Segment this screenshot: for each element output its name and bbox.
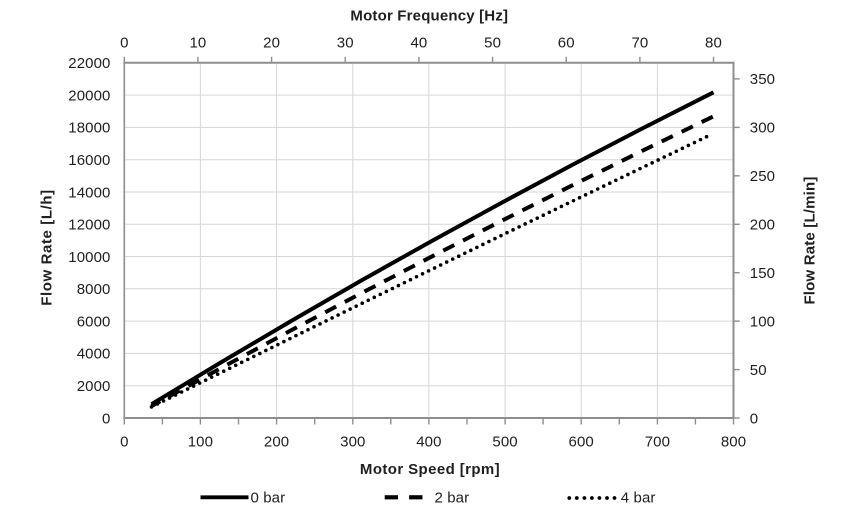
svg-text:10: 10 xyxy=(189,34,206,51)
svg-text:300: 300 xyxy=(340,433,365,450)
svg-text:100: 100 xyxy=(188,433,213,450)
svg-text:150: 150 xyxy=(750,265,775,282)
svg-text:0: 0 xyxy=(120,34,128,51)
svg-text:0: 0 xyxy=(750,410,758,427)
svg-text:16000: 16000 xyxy=(68,152,110,169)
svg-text:4 bar: 4 bar xyxy=(621,490,656,507)
svg-text:2 bar: 2 bar xyxy=(435,490,470,507)
svg-text:18000: 18000 xyxy=(68,120,110,137)
svg-text:Flow Rate [L/min]: Flow Rate [L/min] xyxy=(802,176,819,304)
svg-text:400: 400 xyxy=(416,433,441,450)
svg-text:200: 200 xyxy=(264,433,289,450)
svg-text:14000: 14000 xyxy=(68,184,110,201)
svg-text:600: 600 xyxy=(569,433,594,450)
svg-text:2000: 2000 xyxy=(77,378,111,395)
svg-text:800: 800 xyxy=(721,433,746,450)
svg-text:60: 60 xyxy=(558,34,575,51)
svg-text:500: 500 xyxy=(492,433,517,450)
svg-text:6000: 6000 xyxy=(77,313,111,330)
svg-text:40: 40 xyxy=(410,34,427,51)
svg-text:12000: 12000 xyxy=(68,217,110,234)
svg-text:30: 30 xyxy=(337,34,354,51)
svg-text:Motor Frequency [Hz]: Motor Frequency [Hz] xyxy=(350,7,508,24)
svg-text:350: 350 xyxy=(750,71,775,88)
svg-text:20000: 20000 xyxy=(68,87,110,104)
svg-text:50: 50 xyxy=(750,362,767,379)
svg-text:Motor Speed [rpm]: Motor Speed [rpm] xyxy=(360,461,500,478)
svg-text:20: 20 xyxy=(263,34,280,51)
svg-text:0: 0 xyxy=(120,433,128,450)
svg-text:70: 70 xyxy=(631,34,648,51)
svg-text:100: 100 xyxy=(750,313,775,330)
svg-text:300: 300 xyxy=(750,120,775,137)
svg-text:Flow Rate [L/h]: Flow Rate [L/h] xyxy=(39,189,56,306)
svg-text:0 bar: 0 bar xyxy=(251,490,286,507)
svg-text:700: 700 xyxy=(645,433,670,450)
svg-text:10000: 10000 xyxy=(68,249,110,266)
svg-text:22000: 22000 xyxy=(68,55,110,72)
svg-text:200: 200 xyxy=(750,217,775,234)
svg-text:4000: 4000 xyxy=(77,346,111,363)
svg-text:8000: 8000 xyxy=(77,281,111,298)
svg-text:0: 0 xyxy=(102,410,110,427)
svg-text:80: 80 xyxy=(705,34,722,51)
svg-text:50: 50 xyxy=(484,34,501,51)
svg-text:250: 250 xyxy=(750,168,775,185)
